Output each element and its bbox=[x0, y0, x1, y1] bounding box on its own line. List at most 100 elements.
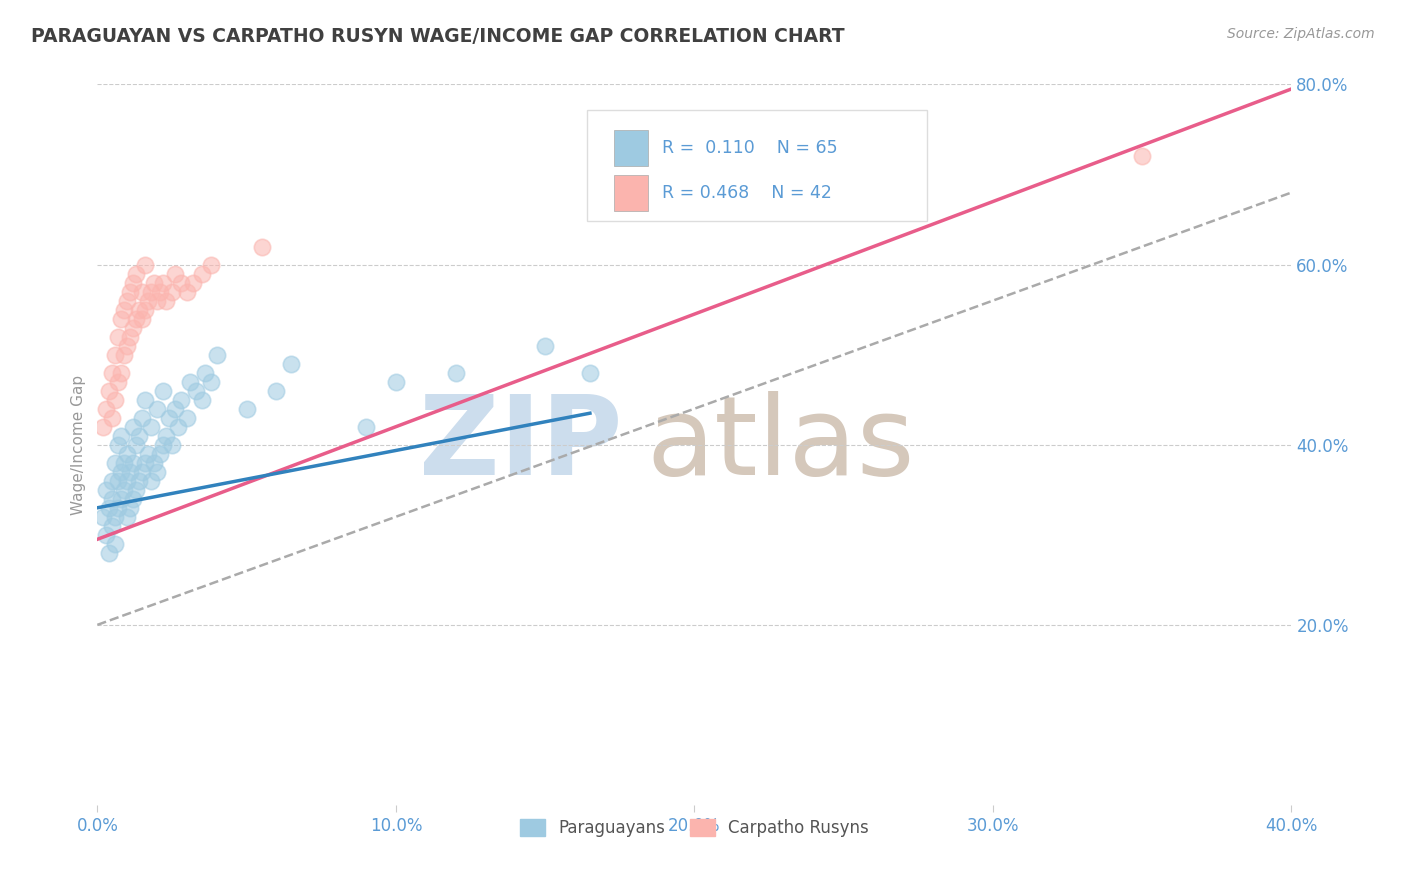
Point bbox=[125, 267, 148, 281]
Text: ZIP: ZIP bbox=[419, 392, 623, 499]
Point bbox=[136, 447, 159, 461]
Point bbox=[128, 302, 150, 317]
Point bbox=[170, 392, 193, 407]
Point bbox=[134, 302, 156, 317]
Point bbox=[115, 338, 138, 352]
Point bbox=[107, 375, 129, 389]
Point bbox=[110, 311, 132, 326]
Point bbox=[98, 384, 121, 398]
Point bbox=[115, 293, 138, 308]
Point bbox=[163, 267, 186, 281]
Point bbox=[98, 546, 121, 560]
Point bbox=[179, 375, 201, 389]
Point bbox=[98, 500, 121, 515]
Point bbox=[1130, 149, 1153, 163]
Point bbox=[157, 410, 180, 425]
Point bbox=[136, 293, 159, 308]
Point bbox=[191, 267, 214, 281]
Point bbox=[143, 276, 166, 290]
Point bbox=[385, 375, 408, 389]
Point bbox=[101, 410, 124, 425]
Point bbox=[112, 456, 135, 470]
Text: PARAGUAYAN VS CARPATHO RUSYN WAGE/INCOME GAP CORRELATION CHART: PARAGUAYAN VS CARPATHO RUSYN WAGE/INCOME… bbox=[31, 27, 845, 45]
Point bbox=[107, 500, 129, 515]
Point bbox=[191, 392, 214, 407]
Point bbox=[139, 285, 162, 299]
Point bbox=[107, 474, 129, 488]
Point bbox=[354, 419, 377, 434]
Point bbox=[115, 447, 138, 461]
Point bbox=[120, 329, 142, 343]
Point bbox=[110, 366, 132, 380]
Point bbox=[152, 384, 174, 398]
Point bbox=[104, 537, 127, 551]
Text: R =  0.110    N = 65: R = 0.110 N = 65 bbox=[662, 139, 838, 157]
Point bbox=[112, 302, 135, 317]
Point bbox=[152, 276, 174, 290]
Point bbox=[235, 401, 257, 416]
Point bbox=[125, 438, 148, 452]
Point bbox=[96, 528, 118, 542]
Point bbox=[96, 401, 118, 416]
Point bbox=[250, 239, 273, 253]
Text: R = 0.468    N = 42: R = 0.468 N = 42 bbox=[662, 184, 832, 202]
Point bbox=[181, 276, 204, 290]
Point bbox=[149, 285, 172, 299]
Point bbox=[170, 276, 193, 290]
Point bbox=[104, 509, 127, 524]
Point bbox=[91, 509, 114, 524]
Legend: Paraguayans, Carpatho Rusyns: Paraguayans, Carpatho Rusyns bbox=[513, 812, 876, 844]
Point bbox=[104, 348, 127, 362]
Point bbox=[149, 447, 172, 461]
Point bbox=[146, 401, 169, 416]
Bar bbox=[614, 130, 648, 166]
Point bbox=[139, 419, 162, 434]
Point bbox=[122, 320, 145, 334]
Point bbox=[143, 456, 166, 470]
Point bbox=[125, 311, 148, 326]
Point bbox=[128, 428, 150, 442]
Point bbox=[176, 285, 198, 299]
Bar bbox=[614, 175, 648, 211]
Point bbox=[200, 375, 222, 389]
Point bbox=[110, 465, 132, 479]
Point bbox=[131, 465, 153, 479]
Point bbox=[579, 366, 602, 380]
Point bbox=[120, 500, 142, 515]
Point bbox=[200, 258, 222, 272]
Point bbox=[205, 348, 228, 362]
Text: atlas: atlas bbox=[647, 392, 915, 499]
Point bbox=[167, 419, 190, 434]
Point bbox=[280, 357, 302, 371]
Point bbox=[96, 483, 118, 497]
Point bbox=[134, 392, 156, 407]
Point bbox=[131, 285, 153, 299]
Point bbox=[91, 419, 114, 434]
Point bbox=[146, 465, 169, 479]
Point bbox=[131, 410, 153, 425]
Point bbox=[110, 491, 132, 506]
Point bbox=[266, 384, 288, 398]
Point bbox=[131, 311, 153, 326]
Point bbox=[160, 285, 183, 299]
Point bbox=[101, 518, 124, 533]
Point bbox=[112, 483, 135, 497]
Point bbox=[101, 474, 124, 488]
Point bbox=[125, 483, 148, 497]
Point bbox=[110, 428, 132, 442]
Point bbox=[115, 509, 138, 524]
Point bbox=[534, 338, 557, 352]
Point bbox=[152, 438, 174, 452]
Point bbox=[134, 456, 156, 470]
Point bbox=[104, 456, 127, 470]
Point bbox=[107, 329, 129, 343]
Text: Source: ZipAtlas.com: Source: ZipAtlas.com bbox=[1227, 27, 1375, 41]
Point bbox=[122, 419, 145, 434]
Point bbox=[155, 428, 177, 442]
Point bbox=[184, 384, 207, 398]
Point bbox=[115, 474, 138, 488]
Point bbox=[104, 392, 127, 407]
Point bbox=[139, 474, 162, 488]
Point bbox=[155, 293, 177, 308]
Point bbox=[101, 366, 124, 380]
